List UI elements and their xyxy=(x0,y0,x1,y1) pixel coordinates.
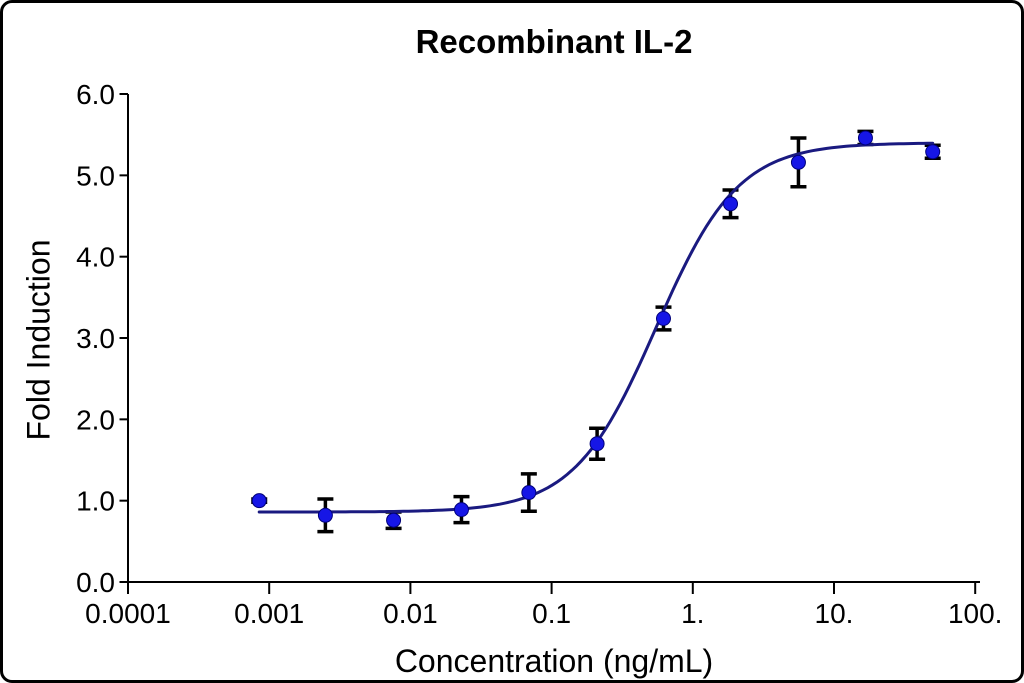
data-point xyxy=(723,196,739,212)
data-point xyxy=(589,436,605,452)
x-tick-label: 0.001 xyxy=(234,598,304,629)
y-tick-label: 2.0 xyxy=(76,404,115,435)
data-point xyxy=(317,507,333,523)
data-point xyxy=(655,310,671,326)
y-tick-label: 1.0 xyxy=(76,486,115,517)
data-point xyxy=(386,512,402,528)
data-point xyxy=(790,154,806,170)
plot-area: 0.0 1.0 2.0 3.0 4.0 5.0 6.0 0.0001 0.001 0.01 0.1 1… xyxy=(76,79,1003,629)
x-tick-label: 0.1 xyxy=(532,598,571,629)
y-tick-label: 0.0 xyxy=(76,567,115,598)
data-point xyxy=(857,130,873,146)
y-tick-label: 5.0 xyxy=(76,160,115,191)
data-point xyxy=(453,502,469,518)
y-tick-label: 4.0 xyxy=(76,242,115,273)
x-tick-label: 1. xyxy=(681,598,704,629)
data-point xyxy=(925,144,941,160)
chart-title: Recombinant IL-2 xyxy=(415,23,693,60)
x-axis-label: Concentration (ng/mL) xyxy=(394,643,714,679)
data-point xyxy=(521,485,537,501)
x-tick-label: 100. xyxy=(948,598,1003,629)
y-tick-label: 6.0 xyxy=(76,79,115,110)
x-tick-label: 0.01 xyxy=(383,598,438,629)
y-tick-label: 3.0 xyxy=(76,323,115,354)
x-tick-label: 0.0001 xyxy=(85,598,171,629)
data-point xyxy=(251,493,267,509)
x-tick-label: 10. xyxy=(815,598,854,629)
